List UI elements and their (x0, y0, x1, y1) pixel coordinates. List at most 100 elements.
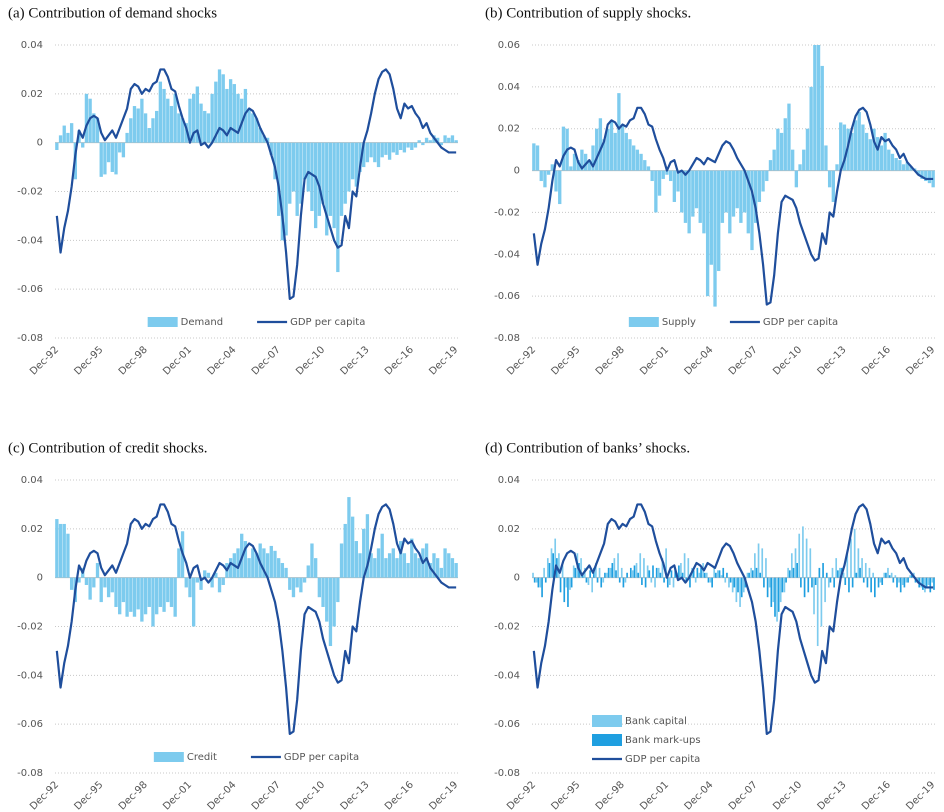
bar (251, 113, 255, 143)
bar (654, 170, 658, 213)
bar (439, 142, 444, 146)
bar (284, 142, 288, 236)
x-tick-label: Dec-07 (727, 344, 760, 377)
bar (343, 142, 347, 204)
bar (650, 170, 654, 182)
bar (306, 142, 310, 192)
bar (724, 170, 728, 213)
bar (251, 548, 255, 578)
x-tick-label: Dec-95 (549, 344, 582, 377)
bar (561, 126, 566, 171)
x-tick-label: Dec-07 (250, 779, 283, 812)
bar (861, 558, 863, 578)
bar (661, 170, 665, 179)
bar (328, 142, 333, 216)
bar (805, 128, 810, 171)
bar (829, 577, 832, 583)
bar (539, 170, 543, 182)
bar (110, 142, 114, 172)
bar (591, 577, 594, 593)
bar (839, 567, 841, 578)
bar (66, 132, 70, 143)
bar (839, 122, 843, 171)
bar (887, 149, 891, 171)
bar (77, 577, 81, 583)
bar (55, 519, 59, 578)
bar (188, 577, 192, 598)
bar (332, 577, 336, 627)
bar (450, 558, 455, 578)
bar (657, 567, 660, 578)
bar (846, 553, 849, 578)
x-tick-label: Dec-19 (904, 779, 937, 812)
bar (203, 570, 207, 578)
bar (851, 577, 854, 588)
y-tick-label: -0.02 (17, 622, 43, 633)
bar (417, 140, 421, 143)
bar (872, 572, 874, 578)
bar (892, 577, 895, 583)
legend: Credit GDP per capita (153, 752, 359, 763)
bar (713, 567, 716, 578)
bar (607, 567, 610, 578)
bar (672, 577, 675, 588)
bar (391, 548, 395, 578)
bar (217, 69, 222, 143)
bar (633, 565, 636, 578)
y-tick-label: -0.08 (17, 768, 43, 779)
x-tick-label: Dec-95 (549, 779, 582, 812)
x-tick-label: Dec-16 (860, 779, 893, 812)
bar (909, 166, 913, 171)
bar (147, 128, 151, 143)
bar (395, 558, 399, 578)
legend-label: Credit (187, 752, 217, 763)
legend-label: Demand (181, 317, 223, 328)
y-tick-label: 0 (514, 573, 520, 584)
bar (848, 577, 850, 593)
x-tick-label: Dec-04 (206, 344, 239, 377)
x-tick-label: Dec-01 (161, 344, 194, 377)
bar (561, 565, 564, 578)
bar (140, 98, 144, 143)
bar (280, 563, 285, 578)
bar (188, 98, 192, 143)
bar (857, 548, 860, 578)
bar (66, 533, 70, 578)
bar (546, 558, 549, 578)
y-tick-label: 0 (37, 138, 43, 149)
bar (380, 533, 384, 578)
bar (88, 577, 92, 600)
bar (574, 567, 577, 578)
y-tick-label: -0.06 (494, 719, 520, 730)
bar (177, 113, 181, 143)
y-tick-label: 0 (37, 573, 43, 584)
bar (654, 577, 656, 588)
bar (650, 577, 653, 583)
bar (450, 135, 455, 143)
bar (580, 149, 584, 171)
bar (726, 572, 728, 578)
bar (269, 545, 273, 578)
bar (543, 170, 547, 188)
bar (827, 170, 832, 188)
bar (639, 153, 643, 171)
bar (879, 577, 882, 583)
bar (132, 106, 137, 143)
legend-label: GDP per capita (290, 317, 365, 328)
bar (162, 88, 166, 143)
x-tick-label: Dec-19 (904, 344, 937, 377)
bar (624, 577, 627, 583)
bar (254, 553, 259, 578)
bar (380, 142, 384, 158)
bar (933, 577, 935, 590)
bar (763, 577, 765, 588)
bar (265, 137, 270, 143)
y-tick-label: 0.04 (21, 40, 43, 51)
bar (811, 577, 813, 588)
bar (570, 577, 573, 588)
bar (350, 516, 355, 578)
bar (676, 170, 680, 192)
bar (558, 553, 560, 578)
bar (358, 553, 362, 578)
bar (757, 543, 760, 578)
